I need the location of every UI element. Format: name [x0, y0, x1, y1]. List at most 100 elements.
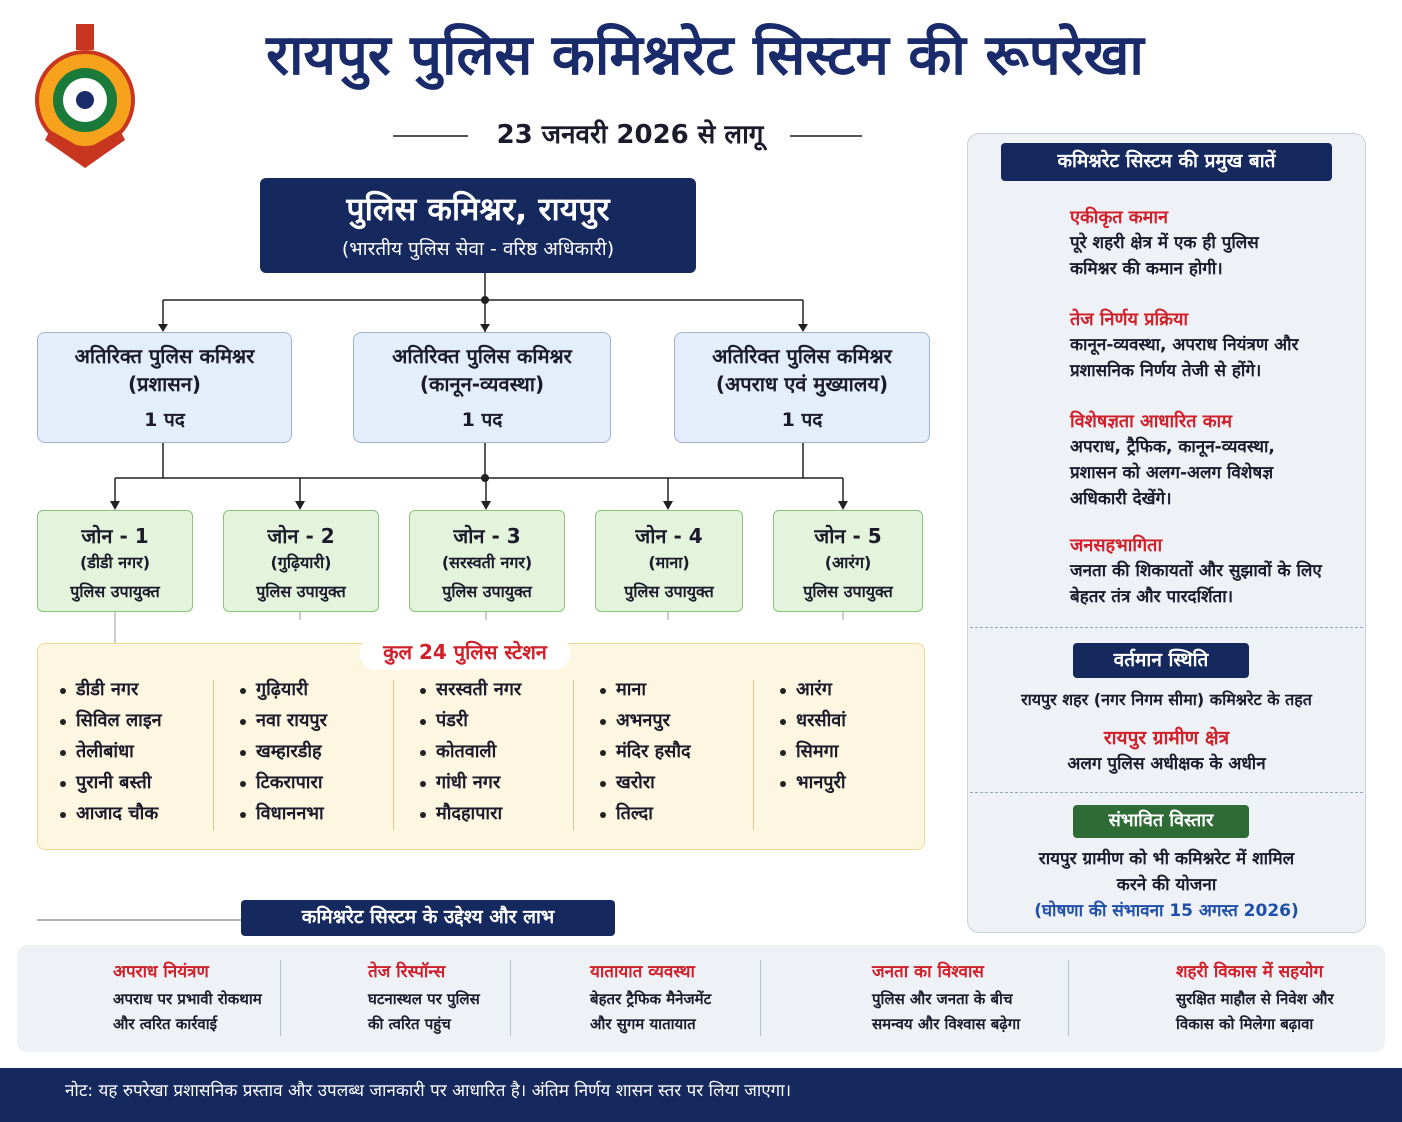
station-name: मंदिर हसौद [616, 741, 691, 762]
feature-text: पूरे शहरी क्षेत्र में एक ही पुलिस [1070, 233, 1259, 253]
benefit-title: तेज रिस्पॉन्स [368, 962, 446, 982]
bullet [600, 812, 606, 818]
adc-box [674, 332, 930, 443]
station-name: धरसीवां [796, 710, 846, 731]
zone-area: (माना) [648, 553, 690, 572]
zone-role: पुलिस उपायुक्त [624, 582, 714, 601]
expansion-text: करने की योजना [1116, 875, 1217, 895]
column-divider [573, 680, 574, 830]
bullet [240, 719, 246, 725]
feature-title: तेज निर्णय प्रक्रिया [1070, 309, 1189, 330]
column-divider [753, 680, 754, 830]
benefit-text: विकास को मिलेगा बढ़ावा [1176, 1015, 1314, 1033]
station-name: सिविल लाइन [76, 710, 162, 731]
benefit-divider [1068, 960, 1069, 1036]
footer-note: नोट: यह रुपरेखा प्रशासनिक प्रस्ताव और उप… [65, 1081, 792, 1101]
rural-text: अलग पुलिस अधीक्षक के अधीन [1067, 754, 1266, 774]
station-name: सिमगा [796, 741, 839, 762]
bullet [420, 688, 426, 694]
adc-dept: (अपराध एवं मुख्यालय) [715, 372, 889, 396]
feature-title: जनसहभागिता [1070, 535, 1163, 556]
feature-text: कमिश्नर की कमान होगी। [1070, 259, 1223, 279]
benefit-text: सुरक्षित माहौल से निवेश और [1176, 990, 1334, 1008]
station-name: सरस्वती नगर [436, 679, 522, 700]
feature-text: बेहतर तंत्र और पारदर्शिता। [1070, 587, 1234, 607]
station-name: नवा रायपुर [256, 710, 327, 731]
stations-heading: कुल 24 पुलिस स्टेशन [383, 640, 547, 664]
footer-bar [0, 1068, 1402, 1122]
station-name: भानपुरी [796, 772, 846, 793]
benefit-divider [280, 960, 281, 1036]
commissioner-title: पुलिस कमिश्नर, रायपुर [346, 190, 610, 228]
station-name: पुरानी बस्ती [76, 772, 152, 793]
station-name: डीडी नगर [76, 679, 139, 700]
station-name: मौदहापारा [436, 803, 503, 824]
station-name: खरोरा [616, 772, 655, 793]
zone-name: जोन - 1 [81, 524, 149, 548]
station-name: गुढ़ियारी [256, 679, 309, 700]
expansion-note: (घोषणा की संभावना 15 अगस्त 2026) [1034, 901, 1299, 921]
benefit-text: और त्वरित कार्रवाई [113, 1015, 217, 1033]
bullet [780, 750, 786, 756]
column-divider [213, 680, 214, 830]
zone-box [773, 510, 923, 612]
subtitle: 23 जनवरी 2026 से लागू [496, 120, 764, 150]
adc-posts: 1 पद [781, 409, 823, 431]
adc-dept: (प्रशासन) [127, 372, 202, 396]
feature-text: अपराध, ट्रैफिक, कानून-व्यवस्था, [1070, 437, 1275, 457]
zone-box [223, 510, 379, 612]
benefits-heading: कमिश्नरेट सिस्टम के उद्देश्य और लाभ [301, 906, 555, 928]
feature-text: प्रशासन को अलग-अलग विशेषज्ञ [1070, 463, 1274, 483]
adc-box [353, 332, 611, 443]
bullet [240, 812, 246, 818]
bullet [780, 719, 786, 725]
station-name: तेलीबांधा [76, 741, 134, 762]
station-name: गांधी नगर [436, 772, 501, 793]
zone-box [37, 510, 193, 612]
benefit-text: और सुगम यातायात [590, 1015, 696, 1033]
benefit-text: समन्वय और विश्वास बढ़ेगा [872, 1015, 1021, 1033]
bullet [600, 781, 606, 787]
benefit-text: की त्वरित पहुंच [368, 1015, 451, 1033]
adc-dept: (कानून-व्यवस्था) [419, 372, 545, 396]
benefit-text: अपराध पर प्रभावी रोकथाम [113, 990, 262, 1008]
zone-area: (डीडी नगर) [79, 553, 151, 572]
station-name: खम्हारडीह [256, 741, 322, 762]
benefit-title: जनता का विश्वास [872, 962, 984, 982]
zone-box [409, 510, 565, 612]
bullet [240, 688, 246, 694]
status-heading-bg [1073, 643, 1249, 678]
sidebar-heading: कमिश्नरेट सिस्टम की प्रमुख बातें [1057, 150, 1276, 172]
sidebar-separator [970, 627, 1363, 628]
expansion-heading: संभावित विस्तार [1108, 810, 1214, 831]
benefit-title: शहरी विकास में सहयोग [1176, 962, 1324, 982]
benefit-title: यातायात व्यवस्था [590, 962, 695, 982]
benefits-strip [17, 945, 1385, 1052]
station-name: टिकरापारा [256, 772, 323, 793]
zone-area: (गुढ़ियारी) [270, 553, 332, 572]
station-name: माना [616, 679, 647, 700]
bullet [420, 750, 426, 756]
feature-title: विशेषज्ञता आधारित काम [1070, 411, 1232, 432]
zone-role: पुलिस उपायुक्त [442, 582, 532, 601]
bullet [240, 750, 246, 756]
benefit-divider [510, 960, 511, 1036]
sidebar-heading-bg [1001, 143, 1332, 181]
zone-role: पुलिस उपायुक्त [803, 582, 893, 601]
benefit-text: घटनास्थल पर पुलिस [368, 990, 480, 1008]
commissioner-subtitle: (भारतीय पुलिस सेवा - वरिष्ठ अधिकारी) [341, 238, 615, 260]
zone-role: पुलिस उपायुक्त [256, 582, 346, 601]
zone-area: (सरस्वती नगर) [441, 553, 533, 572]
emblem [35, 24, 135, 168]
station-name: पंडरी [436, 710, 468, 731]
feature-text: जनता की शिकायतों और सुझावों के लिए [1070, 561, 1322, 581]
bullet [420, 812, 426, 818]
status-text: रायपुर शहर (नगर निगम सीमा) कमिश्नरेट के … [1021, 690, 1312, 709]
bullet [240, 781, 246, 787]
bullet [60, 719, 66, 725]
status-heading: वर्तमान स्थिति [1113, 649, 1209, 671]
zone-role: पुलिस उपायुक्त [70, 582, 160, 601]
station-name: आरंग [796, 679, 832, 700]
bullet [780, 781, 786, 787]
